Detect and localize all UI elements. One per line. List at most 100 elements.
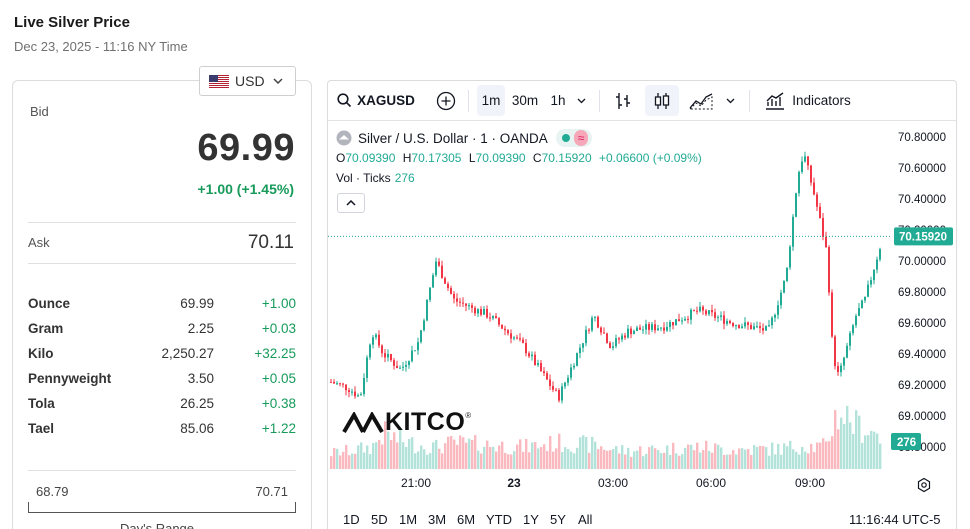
interval-1h-button[interactable]: 1h	[550, 93, 566, 108]
volume-bar	[453, 439, 456, 469]
unit-change: +0.38	[261, 396, 296, 411]
period-1d-button[interactable]: 1D	[343, 512, 360, 527]
volume-bar	[552, 451, 555, 469]
period-3m-button[interactable]: 3M	[428, 512, 447, 527]
indicators-icon	[766, 91, 785, 110]
candle-body	[849, 333, 851, 346]
candle-style-button[interactable]	[645, 85, 679, 116]
period-ytd-button[interactable]: YTD	[486, 512, 512, 527]
bid-label: Bid	[30, 104, 49, 119]
volume-bar	[534, 442, 537, 469]
candle-body	[720, 315, 722, 317]
volume-bar	[855, 410, 858, 469]
low-label: L	[468, 151, 476, 165]
us-flag-icon	[209, 74, 229, 88]
y-tick-label: 69.40000	[898, 349, 946, 361]
toolbar-divider	[468, 90, 469, 112]
chart-type-dropdown-button[interactable]	[722, 85, 738, 116]
volume-bar	[423, 449, 426, 469]
candle-body	[789, 246, 791, 268]
period-5y-button[interactable]: 5Y	[550, 512, 566, 527]
period-5d-button[interactable]: 5D	[371, 512, 388, 527]
volume-bar	[384, 421, 387, 469]
currency-select[interactable]: USD	[199, 66, 296, 96]
volume-bar	[489, 447, 492, 469]
period-1m-button[interactable]: 1M	[399, 512, 418, 527]
candle-body	[444, 278, 446, 284]
candle-body	[675, 319, 677, 326]
day-range-bar	[28, 502, 296, 513]
y-tick-label: 70.60000	[898, 163, 946, 175]
candle-body	[687, 318, 689, 320]
volume-bar	[621, 445, 624, 469]
volume-bar	[549, 436, 552, 469]
candle-body	[390, 354, 392, 361]
volume-bar	[666, 445, 669, 469]
volume-bar	[834, 410, 837, 469]
candle-body	[855, 315, 857, 326]
volume-bar	[711, 452, 714, 469]
candle-body	[825, 236, 827, 248]
unit-row-tola: Tola 26.25 +0.38	[28, 396, 298, 421]
volume-bar	[762, 446, 765, 469]
chart-widget[interactable]: XAGUSD 1m 30m 1h Indicators 70.8	[327, 80, 957, 529]
volume-bar	[651, 445, 654, 469]
candle-body	[693, 309, 695, 311]
unit-change: +1.22	[261, 421, 296, 436]
volume-bar	[579, 437, 582, 469]
candle-body	[672, 322, 674, 326]
candle-body	[354, 391, 356, 397]
candle-body	[417, 342, 419, 351]
indicators-button[interactable]: Indicators	[758, 85, 858, 116]
volume-bar	[765, 447, 768, 469]
close-value: 70.15920	[541, 151, 592, 165]
candle-body	[666, 327, 668, 331]
period-bar: 1D 5D 1M 3M 6M YTD 1Y 5Y All 11:16:44 UT…	[328, 509, 956, 529]
candle-body	[813, 182, 815, 195]
volume-bar	[747, 449, 750, 469]
settings-button[interactable]	[916, 477, 934, 495]
candle-body	[819, 206, 821, 219]
chart-clock[interactable]: 11:16:44 UTC-5	[849, 512, 941, 527]
volume-bar	[348, 455, 351, 469]
volume-bar	[774, 454, 777, 469]
volume-bar	[456, 444, 459, 469]
y-tick-label: 69.60000	[898, 318, 946, 330]
unit-change: +1.00	[261, 296, 296, 311]
interval-1m-button[interactable]: 1m	[477, 85, 505, 116]
volume-bar	[339, 455, 342, 469]
price-chart[interactable]: 70.8000070.6000070.4000070.2000070.00000…	[328, 121, 957, 509]
candle-body	[495, 316, 497, 319]
bar-style-button[interactable]	[610, 85, 636, 116]
volume-bar	[840, 417, 843, 469]
volume-bar	[363, 452, 366, 469]
symbol-search-button[interactable]: XAGUSD	[336, 85, 416, 116]
interval-dropdown-button[interactable]	[573, 85, 589, 116]
period-6m-button[interactable]: 6M	[457, 512, 476, 527]
candle-body	[378, 334, 380, 346]
candle-body	[732, 323, 734, 327]
volume-bar	[444, 443, 447, 469]
last-price-badge	[894, 227, 953, 246]
volume-bar	[528, 452, 531, 469]
area-style-button[interactable]	[685, 85, 717, 116]
candle-body	[588, 329, 590, 331]
candle-body	[381, 345, 383, 354]
compare-symbol-button[interactable]	[433, 85, 459, 116]
last-price-label: 70.15920	[899, 231, 947, 243]
chart-legend: Silver / U.S. Dollar · 1 · OANDA ≈	[336, 129, 593, 147]
interval-30m-button[interactable]: 30m	[511, 93, 539, 108]
candle-body	[363, 377, 365, 395]
volume-bar	[807, 453, 810, 469]
volume-bar	[555, 448, 558, 469]
candle-body	[696, 310, 698, 312]
candle-body	[351, 391, 353, 393]
candle-body	[879, 249, 881, 260]
candle-body	[609, 342, 611, 348]
volume-bar	[498, 445, 501, 469]
day-range-low: 68.79	[36, 484, 69, 499]
period-1y-button[interactable]: 1Y	[523, 512, 539, 527]
period-all-button[interactable]: All	[578, 512, 593, 527]
volume-bar	[510, 454, 513, 469]
collapse-legend-button[interactable]	[337, 193, 365, 213]
